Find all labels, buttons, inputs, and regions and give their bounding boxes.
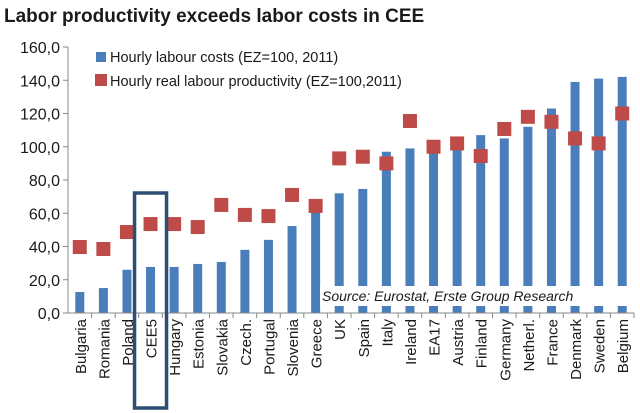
x-tick-label: Slovenia <box>285 318 302 376</box>
legend-swatch-costs <box>96 52 106 62</box>
legend: Hourly labour costs (EZ=100, 2011) Hourl… <box>95 50 402 90</box>
x-tick-label: Germany <box>497 319 514 381</box>
x-tick-label: Romania <box>96 318 113 379</box>
bar-labour-costs <box>617 76 627 313</box>
bar-labour-costs <box>122 269 132 313</box>
bar-labour-costs <box>169 266 179 313</box>
x-tick-label: Estonia <box>191 318 208 369</box>
bar-labour-costs <box>429 150 439 313</box>
x-tick-label: EA17 <box>427 319 444 356</box>
y-tick-label: 40,0 <box>29 240 60 257</box>
x-tick-label: Ireland <box>403 319 420 365</box>
y-tick-label: 0,0 <box>38 306 60 323</box>
x-tick-label: Denmark <box>568 319 585 380</box>
y-tick-label: 20,0 <box>29 273 60 290</box>
y-tick-label: 100,0 <box>20 140 60 157</box>
bar-labour-costs <box>75 292 85 313</box>
marker-productivity <box>402 113 417 128</box>
x-tick-label: Spain <box>356 319 373 357</box>
marker-productivity <box>119 225 134 240</box>
x-tick-label: CEE5 <box>144 319 161 358</box>
bar-labour-costs <box>452 146 462 313</box>
marker-productivity <box>497 121 512 136</box>
marker-productivity <box>568 131 583 146</box>
bar-labour-costs <box>193 263 203 313</box>
marker-productivity <box>214 197 229 212</box>
legend-swatch-productivity <box>95 74 107 86</box>
bar-labour-costs <box>216 261 226 313</box>
bar-labour-costs <box>546 108 556 313</box>
chart-title: Labor productivity exceeds labor costs i… <box>4 6 424 27</box>
x-tick-label: Slovakia <box>214 318 231 375</box>
bar-labour-costs <box>358 188 368 313</box>
bar-labour-costs <box>263 239 273 313</box>
marker-productivity <box>473 149 488 164</box>
marker-productivity <box>615 106 630 121</box>
marker-productivity <box>72 239 87 254</box>
marker-productivity <box>544 114 559 129</box>
marker-productivity <box>167 217 182 232</box>
x-tick-label: Hungary <box>167 319 184 376</box>
bar-labour-costs <box>287 226 297 313</box>
legend-label-costs: Hourly labour costs (EZ=100, 2011) <box>110 50 338 66</box>
x-tick-label: Poland <box>120 319 137 366</box>
x-tick-label: UK <box>332 319 349 340</box>
marker-productivity <box>96 241 111 256</box>
bar-labour-costs <box>570 81 580 313</box>
marker-productivity <box>426 139 441 154</box>
bar-labour-costs <box>476 135 486 313</box>
x-tick-label: Austria <box>450 318 467 365</box>
marker-productivity <box>355 149 370 164</box>
source-annotation: Source: Eurostat, Erste Group Research <box>322 288 574 304</box>
bar-labour-costs <box>311 209 321 313</box>
cee5-highlight-box <box>132 191 169 410</box>
x-tick-label: Italy <box>379 319 396 347</box>
marker-productivity <box>450 136 465 151</box>
marker-productivity <box>190 220 205 235</box>
annotation-bg <box>320 286 632 306</box>
y-tick-label: 120,0 <box>20 107 60 124</box>
y-tick-label: 60,0 <box>29 206 60 223</box>
bar-labour-costs <box>98 288 108 313</box>
x-tick-label: Belgium <box>615 319 632 373</box>
x-tick-label: Bulgaria <box>73 318 90 374</box>
x-tick-label: Greece <box>309 319 326 368</box>
marker-productivity <box>261 209 276 224</box>
x-tick-label: Czech. <box>238 319 255 366</box>
bar-labour-costs <box>594 78 604 314</box>
marker-productivity <box>237 207 252 222</box>
bar-labour-costs <box>405 148 415 313</box>
bar-labour-costs <box>146 266 156 313</box>
x-tick-label: Finland <box>474 319 491 368</box>
marker-productivity <box>285 187 300 202</box>
marker-productivity <box>520 109 535 124</box>
legend-label-productivity: Hourly real labour productivity (EZ=100,… <box>110 74 402 90</box>
bar-labour-costs <box>523 126 533 313</box>
y-tick-label: 160,0 <box>20 40 60 57</box>
x-tick-label: Sweden <box>592 319 609 373</box>
y-tick-label: 140,0 <box>20 73 60 90</box>
marker-productivity <box>591 136 606 151</box>
marker-productivity <box>379 156 394 171</box>
marker-productivity <box>143 217 158 232</box>
x-tick-label: Netherl. <box>521 319 538 372</box>
bar-labour-costs <box>240 249 250 313</box>
bar-labour-costs <box>334 193 344 313</box>
y-tick-label: 80,0 <box>29 173 60 190</box>
bar-labour-costs <box>499 138 509 313</box>
marker-productivity <box>308 198 323 213</box>
bar-labour-costs <box>381 151 391 313</box>
marker-productivity <box>332 151 347 166</box>
x-tick-label: Portugal <box>261 319 278 375</box>
x-tick-label: France <box>544 319 561 366</box>
